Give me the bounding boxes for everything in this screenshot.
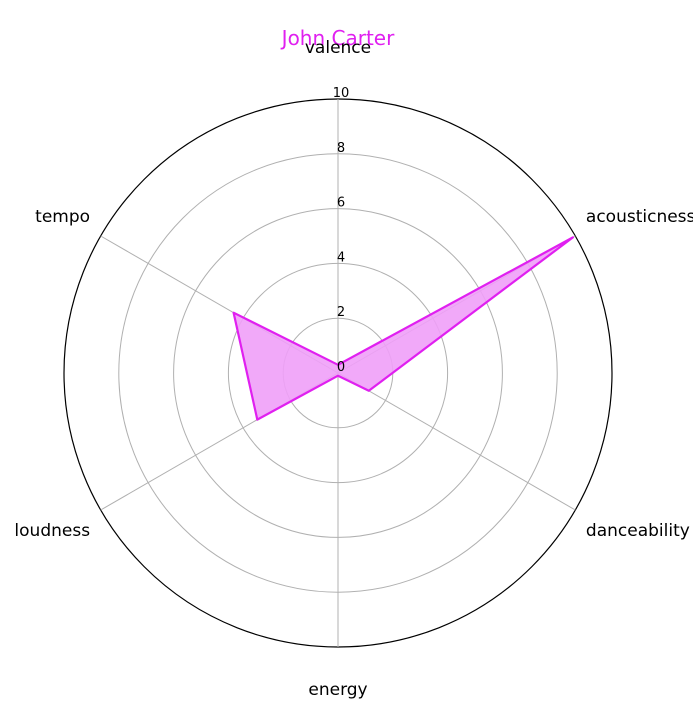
radial-tick-label: 2 (337, 305, 345, 320)
radial-tick-labels: 0 2 4 6 8 10 (333, 86, 350, 375)
axis-label: loudness (14, 521, 90, 541)
radial-tick-label: 8 (337, 141, 345, 156)
axis-label: tempo (35, 207, 90, 227)
radar-series (232, 236, 575, 421)
spoke-line (337, 372, 576, 511)
axis-label: acousticness (586, 207, 693, 227)
radial-tick-label: 6 (337, 196, 345, 211)
axis-label: danceability (586, 521, 690, 541)
chart-title: John Carter (280, 26, 395, 50)
series-area (233, 237, 573, 420)
radial-tick-label: 0 (337, 360, 345, 375)
series-line (232, 236, 575, 421)
axis-labels: valence acousticness danceability energy lou… (14, 38, 693, 700)
axis-label: valence (305, 38, 371, 58)
radial-tick-label: 10 (333, 86, 350, 101)
axis-label: energy (308, 680, 367, 700)
radial-tick-label: 4 (337, 250, 345, 265)
